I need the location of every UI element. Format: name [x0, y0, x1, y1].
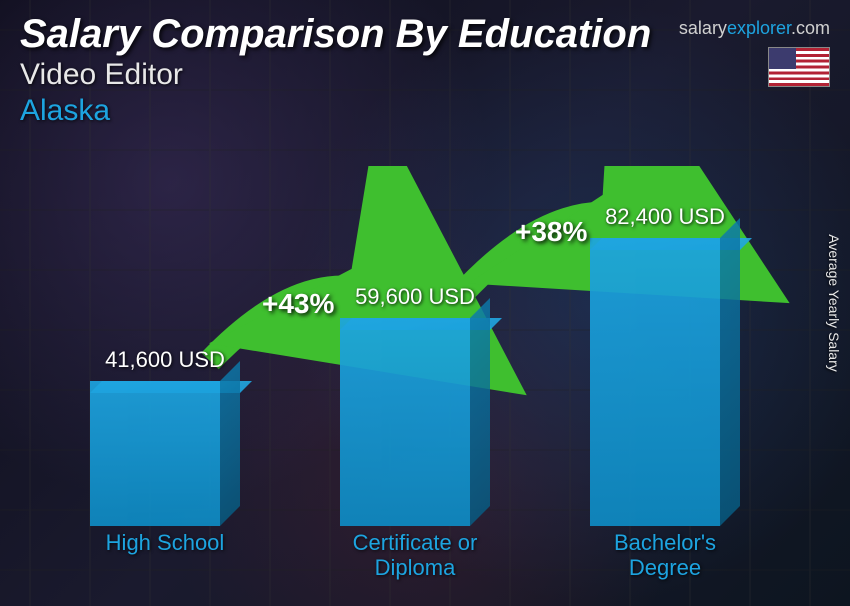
bar-front-2 — [590, 238, 720, 526]
bar-value-1: 59,600 USD — [355, 284, 475, 310]
bar-front-1 — [340, 318, 470, 526]
y-axis-label: Average Yearly Salary — [826, 234, 842, 372]
bar-value-2: 82,400 USD — [605, 204, 725, 230]
infographic-container: Salary Comparison By Education Video Edi… — [0, 0, 850, 606]
labels-row: High School Certificate orDiploma Bachel… — [40, 530, 790, 586]
brand-text: salaryexplorer.com — [679, 18, 830, 39]
bar-side-1 — [470, 298, 490, 526]
bar-0 — [90, 381, 240, 526]
bar-1 — [340, 318, 490, 526]
bars-row: 41,600 USD 59,600 USD 82,400 — [40, 166, 790, 526]
pct-1: +38% — [515, 216, 587, 248]
page-location: Alaska — [20, 94, 830, 128]
bar-wrap-1: 59,600 USD — [310, 284, 520, 526]
us-flag-icon — [768, 47, 830, 87]
bar-side-2 — [720, 218, 740, 526]
bar-wrap-0: 41,600 USD — [60, 347, 270, 526]
bar-wrap-2: 82,400 USD — [560, 204, 770, 526]
bar-2 — [590, 238, 740, 526]
bar-side-0 — [220, 361, 240, 526]
brand-block: salaryexplorer.com — [679, 18, 830, 87]
pct-0: +43% — [262, 288, 334, 320]
bar-label-2: Bachelor'sDegree — [560, 530, 770, 586]
bar-chart: 41,600 USD 59,600 USD 82,400 — [40, 166, 790, 586]
bar-label-0: High School — [60, 530, 270, 586]
brand-suffix: .com — [791, 18, 830, 38]
brand-mid: explorer — [727, 18, 791, 38]
bar-front-0 — [90, 381, 220, 526]
brand-prefix: salary — [679, 18, 727, 38]
bar-label-1: Certificate orDiploma — [310, 530, 520, 586]
bar-value-0: 41,600 USD — [105, 347, 225, 373]
